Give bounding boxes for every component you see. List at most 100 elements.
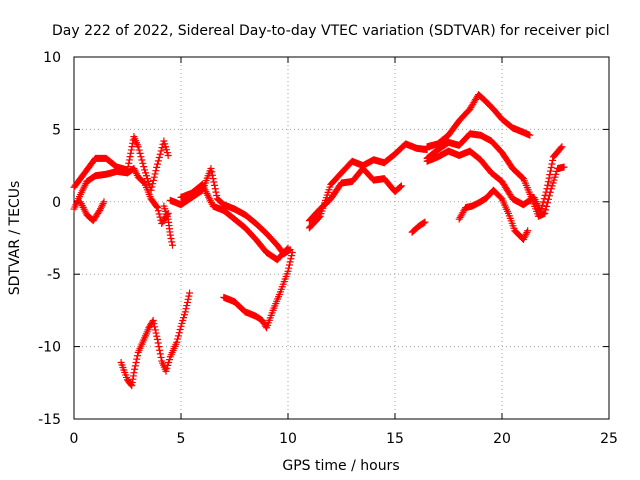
data-point-marker — [288, 252, 296, 260]
data-point-marker — [208, 168, 216, 176]
data-point-marker — [140, 163, 148, 171]
data-point-marker — [166, 231, 174, 239]
y-tick-label: 5 — [52, 122, 61, 138]
y-tick-label: -5 — [47, 267, 61, 283]
data-point-marker — [538, 201, 546, 209]
data-point-marker — [315, 213, 323, 221]
data-point-marker — [152, 167, 160, 175]
data-point-marker — [397, 183, 405, 191]
data-point-marker — [542, 206, 550, 214]
y-tick-label: 0 — [52, 195, 61, 211]
data-point-marker — [176, 326, 184, 334]
data-point-marker — [184, 295, 192, 303]
data-point-marker — [544, 178, 552, 186]
data-point-marker — [164, 151, 172, 159]
data-point-marker — [125, 159, 133, 167]
data-point-marker — [542, 188, 550, 196]
data-point-marker — [135, 146, 143, 154]
data-point-marker — [126, 153, 134, 161]
data-point-marker — [130, 369, 138, 377]
data-point-marker — [137, 153, 145, 161]
data-point-marker — [283, 245, 291, 253]
data-point-marker — [209, 175, 217, 183]
data-point-marker — [168, 238, 176, 246]
data-point-marker — [134, 143, 142, 151]
data-point-marker — [133, 352, 141, 360]
data-point-marker — [136, 149, 144, 157]
x-tick-label: 25 — [600, 431, 618, 447]
data-point-marker — [544, 195, 552, 203]
y-tick-label: 10 — [43, 50, 61, 66]
data-point-marker — [543, 185, 551, 193]
data-point-marker — [155, 154, 163, 162]
data-point-marker — [149, 176, 157, 184]
series-midday-band-2 — [177, 180, 292, 264]
data-point-marker — [153, 160, 161, 168]
data-point-marker — [127, 149, 135, 157]
data-point-marker — [153, 202, 161, 210]
data-point-marker — [156, 346, 164, 354]
data-point-marker — [207, 164, 215, 172]
data-point-marker — [173, 338, 181, 346]
data-point-marker — [183, 302, 191, 310]
data-point-marker — [131, 365, 139, 373]
data-point-marker — [524, 227, 532, 235]
series-early-dip — [76, 198, 108, 225]
data-point-marker — [545, 174, 553, 182]
data-point-marker — [526, 131, 534, 139]
data-point-marker — [211, 181, 219, 189]
x-axis-label: GPS time / hours — [282, 458, 399, 474]
data-point-marker — [149, 180, 157, 188]
data-point-marker — [168, 241, 176, 249]
data-point-marker — [539, 198, 547, 206]
series-evening-mid — [423, 130, 568, 220]
data-point-marker — [284, 267, 292, 275]
data-point-marker — [548, 160, 556, 168]
grid-lines — [74, 57, 609, 419]
data-point-marker — [149, 317, 157, 325]
data-point-marker — [213, 192, 221, 200]
data-point-marker — [182, 305, 190, 313]
x-tick-label: 5 — [177, 431, 186, 447]
data-point-marker — [537, 205, 545, 213]
data-point-marker — [547, 167, 555, 175]
data-point-marker — [152, 329, 160, 337]
data-points — [70, 91, 568, 390]
data-point-marker — [100, 198, 108, 206]
data-point-marker — [208, 171, 216, 179]
data-point-marker — [156, 150, 164, 158]
data-point-marker — [547, 164, 555, 172]
series-afternoon-lower — [305, 164, 405, 225]
data-point-marker — [211, 185, 219, 193]
data-point-marker — [150, 173, 158, 181]
data-point-marker — [543, 202, 551, 210]
data-point-marker — [156, 350, 164, 358]
series-late-dip — [455, 186, 532, 243]
data-point-marker — [540, 195, 548, 203]
data-point-marker — [174, 335, 182, 343]
data-point-marker — [546, 171, 554, 179]
data-point-marker — [544, 181, 552, 189]
data-point-marker — [210, 178, 218, 186]
data-point-marker — [132, 359, 140, 367]
x-tick-label: 20 — [493, 431, 511, 447]
data-point-marker — [544, 199, 552, 207]
series-midday-band — [166, 164, 294, 258]
data-point-marker — [127, 146, 135, 154]
data-point-marker — [138, 156, 146, 164]
data-point-marker — [287, 255, 295, 263]
data-point-marker — [286, 258, 294, 266]
data-point-marker — [541, 191, 549, 199]
data-point-marker — [151, 323, 159, 331]
x-tick-label: 0 — [70, 431, 79, 447]
data-point-marker — [157, 353, 165, 361]
series-evening-peak — [423, 91, 534, 151]
series-midday-spike — [160, 202, 176, 249]
chart-title: Day 222 of 2022, Sidereal Day-to-day VTE… — [52, 23, 610, 39]
data-point-marker — [421, 218, 429, 226]
data-point-marker — [153, 163, 161, 171]
data-point-marker — [155, 343, 163, 351]
series-evening-lower — [423, 143, 566, 216]
series-afternoon-rise — [305, 140, 431, 232]
